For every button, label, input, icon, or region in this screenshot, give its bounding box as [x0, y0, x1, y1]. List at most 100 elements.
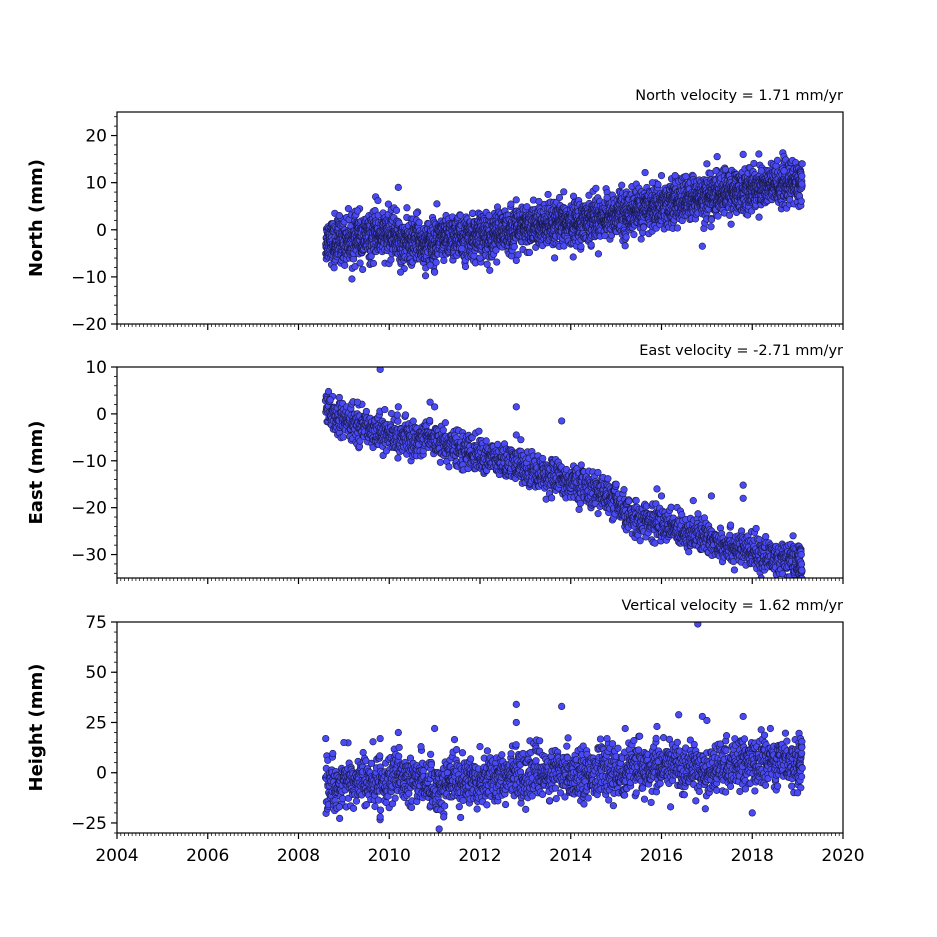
data-point	[330, 264, 338, 272]
data-point	[367, 252, 375, 260]
data-point	[525, 248, 534, 257]
data-point	[713, 153, 721, 161]
data-point	[401, 411, 410, 419]
data-point	[798, 180, 806, 188]
data-point	[387, 409, 396, 418]
data-point	[369, 259, 378, 267]
data-point	[798, 172, 806, 180]
data-point	[441, 419, 449, 427]
data-point	[468, 209, 477, 217]
data-point	[492, 246, 500, 254]
data-point	[622, 233, 630, 241]
data-point	[707, 223, 715, 231]
north-panel: North velocity = 1.71 mm/yr North (mm) −20…	[26, 88, 844, 335]
outlier-point	[757, 167, 765, 175]
data-point	[394, 417, 402, 425]
outlier-point	[657, 172, 666, 180]
y-tick-label: −20	[71, 315, 107, 335]
data-point	[555, 193, 564, 202]
outlier-point	[739, 150, 747, 158]
data-point	[523, 203, 531, 211]
outlier-point	[512, 256, 520, 265]
outlier-point	[780, 167, 788, 175]
data-point	[461, 262, 470, 271]
data-point	[362, 407, 370, 416]
y-tick-label: 10	[85, 174, 107, 194]
data-point	[356, 259, 364, 267]
outlier-point	[431, 268, 439, 276]
data-point	[432, 258, 440, 266]
data-point	[618, 181, 626, 189]
outlier-point	[535, 197, 543, 206]
outlier-point	[426, 261, 434, 269]
outlier-point	[433, 200, 441, 208]
y-tick-label: 0	[96, 221, 107, 241]
data-point	[486, 266, 494, 274]
data-point	[426, 416, 434, 425]
data-point	[381, 405, 389, 414]
panel-title: East velocity = -2.71 mm/yr	[639, 343, 843, 359]
data-point	[351, 263, 359, 271]
y-axis-label: North (mm)	[26, 159, 47, 277]
data-point	[348, 275, 356, 283]
outlier-point	[671, 172, 679, 180]
data-point	[439, 426, 447, 434]
data-point	[384, 200, 392, 208]
data-point	[714, 212, 722, 220]
panel-title: North velocity = 1.71 mm/yr	[635, 88, 843, 104]
outlier-point	[648, 179, 657, 187]
outlier-point	[335, 212, 343, 220]
data-point	[510, 243, 518, 251]
data-point	[587, 241, 595, 249]
outlier-point	[603, 194, 611, 202]
data-point	[750, 159, 758, 168]
data-point	[797, 197, 805, 205]
data-point	[341, 261, 349, 269]
outlier-point	[712, 167, 720, 175]
outlier-point	[476, 254, 484, 262]
outlier-point	[374, 196, 382, 205]
data-point	[621, 242, 629, 250]
y-tick-label: 20	[85, 127, 107, 147]
data-point	[594, 250, 603, 258]
outlier-point	[798, 160, 806, 168]
data-point	[392, 206, 401, 215]
data-point	[359, 265, 367, 274]
data-point	[393, 411, 401, 419]
outlier-point	[396, 268, 405, 276]
data-point	[421, 272, 430, 280]
data-point	[512, 196, 520, 204]
data-point	[641, 168, 649, 177]
outlier-point	[698, 242, 706, 250]
data-point	[493, 258, 501, 266]
data-point	[387, 256, 395, 264]
data-point	[592, 184, 600, 192]
data-point	[755, 150, 763, 158]
outlier-point	[353, 207, 362, 215]
data-point	[640, 223, 648, 231]
data-point	[394, 454, 402, 462]
data-point	[436, 458, 445, 466]
y-tick-label: −10	[71, 268, 107, 288]
data-point	[725, 211, 734, 219]
data-point	[637, 235, 645, 243]
data-point	[483, 260, 491, 268]
data-point	[440, 256, 448, 265]
outlier-point	[703, 160, 711, 168]
data-point	[727, 220, 735, 228]
outlier-point	[544, 190, 552, 199]
outlier-point	[394, 183, 402, 191]
data-point	[409, 417, 417, 425]
y-axis-label: East (mm)	[26, 421, 47, 525]
data-point	[415, 218, 423, 227]
data-point	[507, 200, 515, 208]
data-point	[773, 156, 782, 164]
data-point	[673, 224, 682, 232]
data-point	[551, 254, 559, 262]
outlier-point	[485, 212, 493, 220]
data-points	[321, 367, 806, 578]
data-point	[560, 188, 568, 196]
outlier-point	[458, 245, 466, 253]
